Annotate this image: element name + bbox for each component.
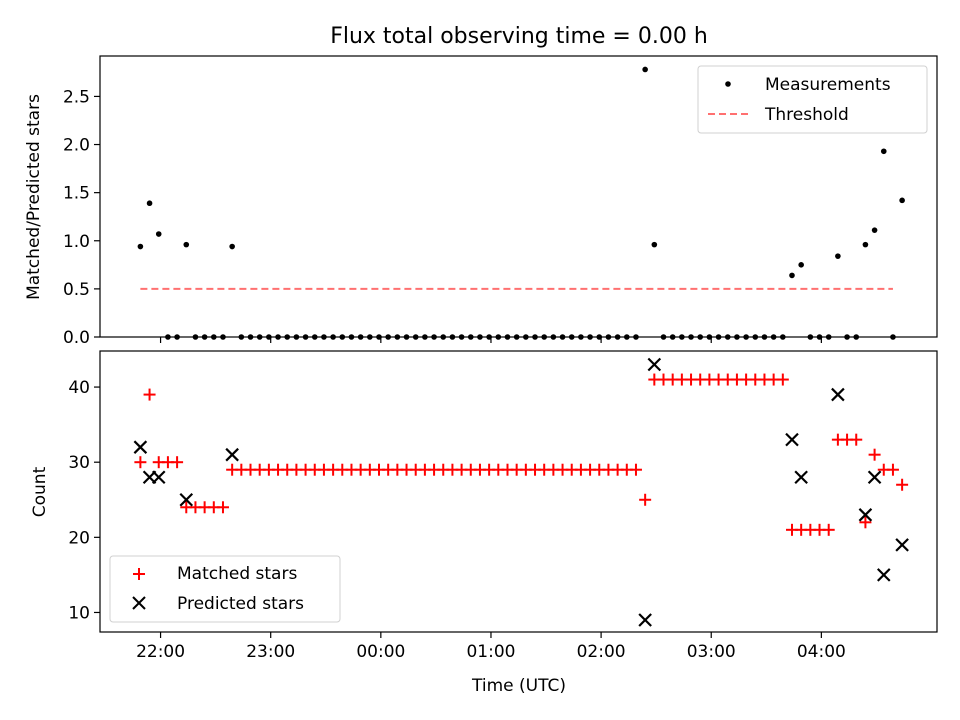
- measurement-point: [183, 241, 190, 248]
- measurement-point: [862, 241, 869, 248]
- bottom-legend-box: [109, 555, 341, 623]
- y-tick-label: 0.0: [63, 328, 90, 348]
- matched-point: [134, 456, 147, 469]
- matched-point: [639, 493, 652, 506]
- measurement-point: [880, 148, 887, 155]
- matched-point: [868, 448, 881, 461]
- bottom-axes-frame: [99, 350, 938, 633]
- predicted-point: [876, 568, 891, 582]
- predicted-point: [785, 432, 799, 447]
- x-tick-label: 02:00: [577, 642, 626, 662]
- bottom-panel: 10 20 30 40 22:00 23:00 00:00 01:00 02:00 03:00 0…: [30, 350, 938, 696]
- matched-point: [850, 433, 863, 446]
- top-y-ticks: 0.0 0.5 1.0 1.5 2.0 2.5: [63, 87, 100, 348]
- x-tick-label: 00:00: [356, 642, 405, 662]
- measurement-point: [651, 241, 658, 248]
- legend-measurements-label: Measurements: [765, 75, 891, 95]
- bottom-y-ticks: 10 20 30 40: [68, 378, 100, 623]
- matched-point: [629, 463, 642, 476]
- x-tick-label: 01:00: [466, 642, 515, 662]
- y-tick-label: 2.5: [63, 87, 90, 107]
- y-tick-label: 30: [68, 453, 90, 473]
- bottom-series: [133, 357, 909, 627]
- predicted-point: [867, 470, 882, 485]
- predicted-point: [895, 538, 909, 552]
- matched-point: [216, 501, 229, 514]
- legend-measurements-marker: [725, 81, 731, 87]
- x-tick-label: 04:00: [797, 642, 846, 662]
- measurement-point: [899, 197, 905, 204]
- measurement-point: [146, 200, 153, 207]
- matched-point: [171, 456, 184, 469]
- legend-threshold-label: Threshold: [764, 105, 849, 125]
- legend-predicted-label: Predicted stars: [177, 594, 304, 614]
- x-axis-label: Time (UTC): [471, 676, 566, 696]
- predicted-point: [794, 470, 808, 485]
- top-legend-box: [697, 65, 928, 134]
- bottom-legend: Matched stars Predicted stars: [109, 555, 341, 623]
- top-panel: 0.0 0.5 1.0 1.5 2.0 2.5 Matched/Predicted sta…: [24, 55, 938, 348]
- top-axes-frame: [99, 55, 938, 338]
- matched-point: [886, 463, 899, 476]
- measurement-point: [642, 66, 648, 73]
- matched-point: [822, 523, 835, 536]
- predicted-point: [225, 447, 239, 462]
- top-legend: Measurements Threshold: [697, 65, 928, 134]
- matched-point: [776, 373, 789, 386]
- x-tick-label: 22:00: [136, 642, 185, 662]
- predicted-point: [133, 440, 148, 454]
- predicted-point: [647, 357, 662, 372]
- matched-point: [143, 388, 156, 401]
- chart-title: Flux total observing time = 0.00 h: [330, 24, 708, 49]
- measurement-point: [155, 231, 162, 237]
- top-y-axis-label: Matched/Predicted stars: [24, 94, 44, 300]
- legend-matched-label: Matched stars: [177, 564, 297, 584]
- legend-matched-marker: [133, 568, 145, 580]
- measurement-point: [835, 253, 841, 259]
- y-tick-label: 40: [68, 378, 90, 398]
- y-tick-label: 20: [68, 528, 90, 548]
- y-tick-label: 1.0: [63, 232, 90, 252]
- measurement-point: [137, 243, 144, 250]
- matched-point: [859, 516, 872, 529]
- predicted-point: [179, 492, 194, 507]
- x-tick-label: 03:00: [687, 642, 736, 662]
- predicted-point: [831, 387, 845, 402]
- legend-predicted-marker: [132, 596, 146, 610]
- bottom-y-axis-label: Count: [30, 466, 50, 517]
- measurement-point: [798, 262, 804, 268]
- matched-point: [896, 478, 909, 491]
- measurement-point: [871, 227, 878, 233]
- predicted-point: [638, 613, 652, 627]
- measurement-point: [229, 243, 235, 250]
- measurement-point: [789, 272, 795, 279]
- y-tick-label: 0.5: [63, 280, 90, 300]
- x-tick-label: 23:00: [246, 642, 295, 662]
- y-tick-label: 1.5: [63, 184, 90, 204]
- y-tick-label: 10: [68, 603, 90, 623]
- predicted-point: [858, 508, 873, 522]
- predicted-point: [151, 470, 166, 485]
- bottom-x-ticks: 22:00 23:00 00:00 01:00 02:00 03:00 04:00: [136, 632, 846, 662]
- y-tick-label: 2.0: [63, 136, 90, 156]
